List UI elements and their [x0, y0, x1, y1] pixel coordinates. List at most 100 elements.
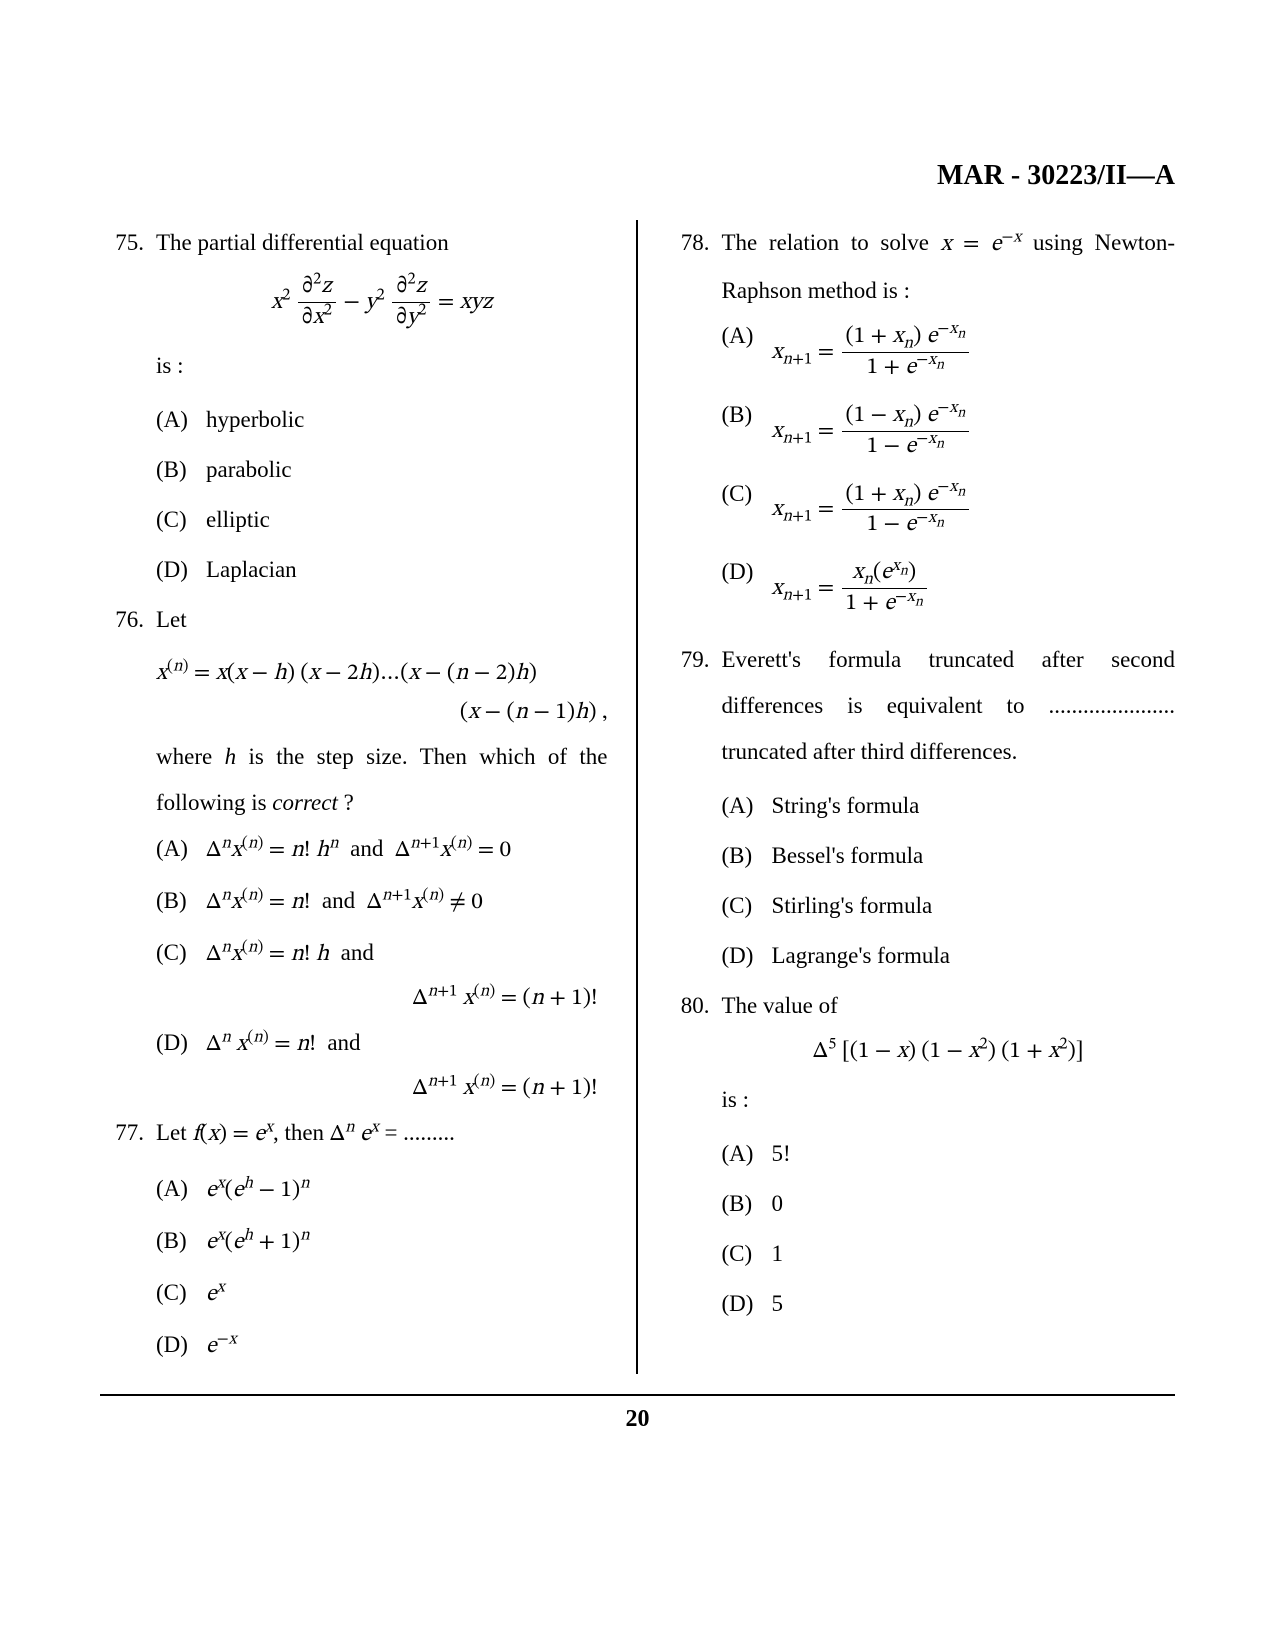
option-a: (A)hyperbolic [156, 397, 608, 443]
question-77-options: (A)ex(eh − 1)n (B)ex(eh + 1)n (C)ex (D)e… [156, 1166, 608, 1370]
option-c: (C)elliptic [156, 497, 608, 543]
option-text: parabolic [206, 447, 608, 493]
question-equation-line1: x(n) = x(x − h) (x − 2h)…(x − (n − 2)h) [156, 651, 608, 694]
option-a: (A)Δnx(n) = n! hn and Δn+1x(n) = 0 [156, 826, 608, 874]
option-text: Δn x(n) = n! and [206, 1020, 608, 1068]
option-text: Δnx(n) = n! h and [206, 930, 608, 978]
question-post: is : [156, 353, 183, 378]
option-a: (A)String's formula [722, 783, 1176, 829]
option-text: String's formula [772, 783, 1176, 829]
option-c: (C)ex [156, 1270, 608, 1318]
option-text: ex(eh − 1)n [206, 1166, 608, 1214]
option-b: (B)parabolic [156, 447, 608, 493]
option-b: (B)xn+1 = (1 − xn) e−xn1 − e−xn [722, 401, 1176, 462]
option-a: (A)xn+1 = (1 + xn) e−xn1 + e−xn [722, 322, 1176, 383]
question-79-options: (A)String's formula (B)Bessel's formula … [722, 783, 1176, 979]
option-label: (C) [156, 497, 206, 543]
right-column: 78. The relation to solve x = e−x using … [638, 220, 1176, 1374]
option-label: (A) [156, 1166, 206, 1214]
option-label: (B) [156, 878, 206, 926]
option-c: (C)Stirling's formula [722, 883, 1176, 929]
option-b: (B)Bessel's formula [722, 833, 1176, 879]
option-d: (D)Laplacian [156, 547, 608, 593]
option-text: Bessel's formula [772, 833, 1176, 879]
question-79: 79. Everett's formula truncated after se… [666, 637, 1176, 775]
question-stem: The value of [722, 993, 838, 1018]
option-text: xn+1 = (1 + xn) e−xn1 + e−xn [772, 322, 1176, 383]
question-number: 75. [100, 220, 156, 389]
question-equation-line2: (x − (n − 1)h) , [156, 696, 608, 728]
question-number: 79. [666, 637, 722, 775]
option-text: xn+1 = (1 + xn) e−xn1 − e−xn [772, 480, 1176, 541]
question-body: The partial differential equation x2 ∂2z… [156, 220, 608, 389]
option-label: (D) [156, 1020, 206, 1068]
option-text: ex [206, 1270, 608, 1318]
option-label: (B) [722, 1181, 772, 1227]
option-text: ex(eh + 1)n [206, 1218, 608, 1266]
exam-code-header: MAR - 30223/II—A [937, 160, 1175, 192]
option-text: Δnx(n) = n! and Δn+1x(n) ≠ 0 [206, 878, 608, 926]
option-text: xn+1 = xn(exn)1 + e−xn [772, 558, 1176, 619]
question-78-options: (A)xn+1 = (1 + xn) e−xn1 + e−xn (B)xn+1 … [722, 322, 1176, 619]
option-label: (D) [156, 1322, 206, 1370]
option-label: (D) [722, 558, 772, 619]
exam-page: MAR - 30223/II—A 75. The partial differe… [0, 0, 1275, 1650]
question-number: 77. [100, 1110, 156, 1158]
option-d: (D)e−x [156, 1322, 608, 1370]
option-a: (A)ex(eh − 1)n [156, 1166, 608, 1214]
question-number: 78. [666, 220, 722, 314]
option-text: Δnx(n) = n! hn and Δn+1x(n) = 0 [206, 826, 608, 874]
option-text: 1 [772, 1231, 1176, 1277]
option-c: (C)xn+1 = (1 + xn) e−xn1 − e−xn [722, 480, 1176, 541]
option-text: e−x [206, 1322, 608, 1370]
option-label: (C) [722, 883, 772, 929]
option-text: 5! [772, 1131, 1176, 1177]
option-label: (A) [156, 826, 206, 874]
question-78: 78. The relation to solve x = e−x using … [666, 220, 1176, 314]
option-b: (B)Δnx(n) = n! and Δn+1x(n) ≠ 0 [156, 878, 608, 926]
option-c: (C)1 [722, 1231, 1176, 1277]
question-body: Everett's formula truncated after second… [722, 637, 1176, 775]
option-label: (C) [156, 930, 206, 978]
question-equation: Δ5 [(1 − x) (1 − x2) (1 + x2)] [722, 1035, 1176, 1067]
option-text: Laplacian [206, 547, 608, 593]
option-d: (D)Δn x(n) = n! and [156, 1020, 608, 1068]
question-post: is : [722, 1087, 749, 1112]
question-77: 77. Let f(x) = ex, then Δn ex = ........… [100, 1110, 608, 1158]
option-label: (B) [156, 1218, 206, 1266]
option-d: (D)5 [722, 1281, 1176, 1327]
question-stem: The partial differential equation [156, 230, 449, 255]
option-label: (A) [156, 397, 206, 443]
question-76-options: (A)Δnx(n) = n! hn and Δn+1x(n) = 0 (B)Δn… [156, 826, 608, 1104]
option-c: (C)Δnx(n) = n! h and [156, 930, 608, 978]
question-76: 76. Let [100, 597, 608, 643]
option-label: (D) [722, 933, 772, 979]
option-label: (C) [722, 480, 772, 541]
question-number: 76. [100, 597, 156, 643]
question-body: Let [156, 597, 608, 643]
option-text: Lagrange's formula [772, 933, 1176, 979]
option-d: (D)Lagrange's formula [722, 933, 1176, 979]
question-post: where h is the step size. Then which of … [156, 734, 608, 826]
option-label: (A) [722, 322, 772, 383]
option-d: (D)xn+1 = xn(exn)1 + e−xn [722, 558, 1176, 619]
question-80-options: (A)5! (B)0 (C)1 (D)5 [722, 1131, 1176, 1327]
option-text: elliptic [206, 497, 608, 543]
option-text: 0 [772, 1181, 1176, 1227]
option-label: (D) [156, 547, 206, 593]
left-column: 75. The partial differential equation x2… [100, 220, 638, 1374]
option-text: hyperbolic [206, 397, 608, 443]
option-label: (B) [156, 447, 206, 493]
question-number: 80. [666, 983, 722, 1123]
option-d-extra: Δn+1 x(n) = (n + 1)! [156, 1072, 608, 1104]
question-stem: Let [156, 607, 187, 632]
two-column-content: 75. The partial differential equation x2… [100, 220, 1175, 1396]
option-b: (B)ex(eh + 1)n [156, 1218, 608, 1266]
option-label: (B) [722, 401, 772, 462]
option-label: (A) [722, 783, 772, 829]
question-75-options: (A)hyperbolic (B)parabolic (C)elliptic (… [156, 397, 608, 593]
option-text: 5 [772, 1281, 1176, 1327]
option-label: (C) [156, 1270, 206, 1318]
option-text: xn+1 = (1 − xn) e−xn1 − e−xn [772, 401, 1176, 462]
option-label: (B) [722, 833, 772, 879]
